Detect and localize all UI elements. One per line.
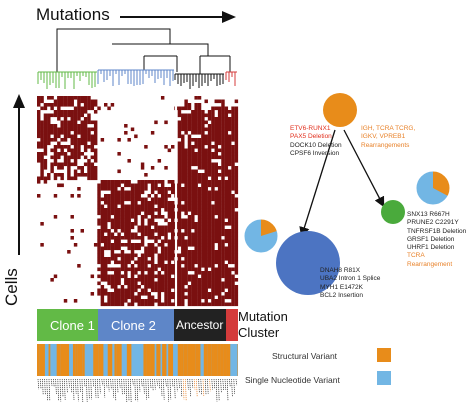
clone-1-label: TNFRSF1B Deletion — [407, 227, 467, 235]
clone-2-label: MYH1 E1472K — [320, 283, 363, 291]
clone-2-label: DNAH8 R81X — [320, 267, 361, 274]
root-rearrangement-label: Rearrangements — [361, 141, 410, 149]
mutation-heatmap-figure — [13, 11, 239, 402]
mutation-cluster-label-line2: Cluster — [238, 325, 280, 340]
legend-structural-label: Structural Variant — [272, 351, 338, 361]
root-label: DOCK10 Deletion — [290, 141, 342, 149]
legend-snv-swatch — [377, 371, 391, 385]
mutation-dendrogram — [37, 28, 237, 89]
clone-1-label: Clone 1 — [50, 318, 95, 333]
legend-snv-label: Single Nucleotide Variant — [245, 375, 340, 385]
clone-1-label: GRSF1 Deletion — [407, 235, 455, 243]
root-rearrangement-label: IGH, TCRA TCRG, — [361, 125, 416, 132]
clone-1-rearrangement-label: TCRA — [407, 252, 425, 260]
edge-root-to-green — [343, 129, 385, 208]
clonal-tree — [243, 93, 451, 295]
root-rearrangement-label: IGKV, VPREB1 — [361, 133, 406, 141]
clone-2-label: Clone 2 — [111, 318, 156, 333]
ancestor-label: Ancestor — [176, 318, 224, 332]
legend-structural-swatch — [377, 348, 391, 362]
clone-1-rearrangement-label: Rearrangement — [407, 260, 453, 268]
clone-1-node — [381, 200, 405, 224]
clone-1-mutation-list: SNX13 R667H PRUNE2 C2291Y TNFRSF1B Delet… — [407, 211, 466, 269]
mutations-axis-label: Mutations — [36, 5, 110, 24]
clone-2-node — [276, 231, 340, 295]
ancestor-rearrangement-list: IGH, TCRA TCRG, IGKV, VPREB1 Rearrangeme… — [361, 125, 415, 150]
mutations-arrowhead — [222, 11, 236, 23]
mutation-cluster-label: Mutation Cluster — [238, 309, 288, 341]
edge-root-to-blue — [299, 129, 336, 238]
clone-2-label: UBA2 Intron 1 Splice — [320, 275, 381, 283]
gene-label-row — [37, 378, 238, 402]
heatmap-cells — [37, 96, 239, 307]
ancestor-node — [323, 93, 357, 127]
root-label: CPSF6 Inversion — [290, 149, 340, 157]
clone-2-label: BCL2 Insertion — [320, 291, 363, 299]
root-label: PAX5 Deletion — [290, 133, 332, 141]
root-label: ETV6-RUNX1 — [290, 125, 331, 132]
cells-arrowhead — [13, 94, 25, 108]
clone-2-variant-pie — [243, 218, 279, 254]
cluster-bar-ancestor — [174, 309, 226, 341]
cluster-bar-red — [226, 309, 238, 341]
clone-2-mutation-list: DNAH8 R81X UBA2 Intron 1 Splice MYH1 E14… — [320, 267, 380, 300]
variant-type-strip — [37, 344, 238, 376]
ancestor-mutation-list: ETV6-RUNX1 PAX5 Deletion DOCK10 Deletion… — [290, 125, 342, 158]
cluster-bar-clone-2 — [98, 309, 174, 341]
cluster-bar-clone-1 — [37, 309, 98, 341]
clone-1-label: UHRF1 Deletion — [407, 244, 455, 252]
clone-1-label: PRUNE2 C2291Y — [407, 219, 459, 227]
cells-axis-label: Cells — [2, 268, 21, 306]
clone-1-label: SNX13 R667H — [407, 211, 450, 218]
mutation-cluster-label-line1: Mutation — [238, 309, 288, 324]
clone-1-variant-pie — [415, 170, 451, 206]
